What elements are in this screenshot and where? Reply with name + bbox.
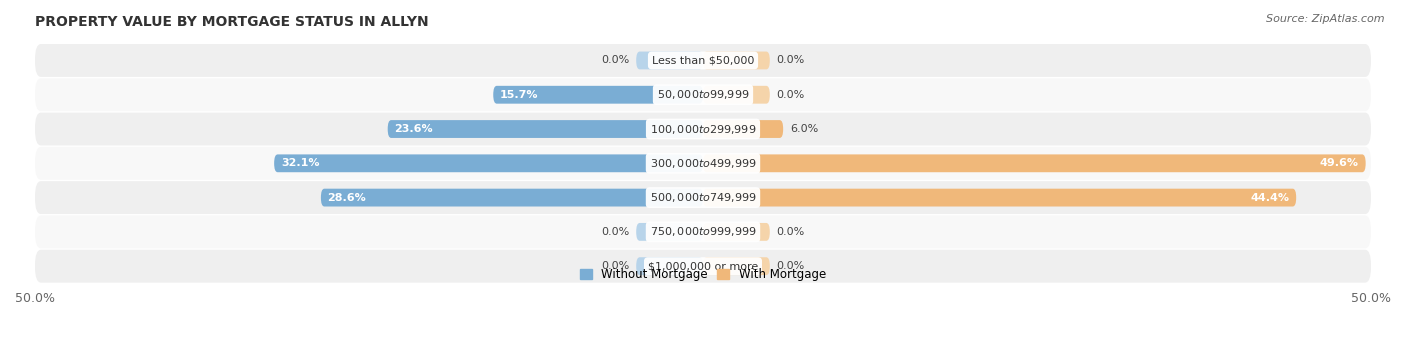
Text: PROPERTY VALUE BY MORTGAGE STATUS IN ALLYN: PROPERTY VALUE BY MORTGAGE STATUS IN ALL…: [35, 15, 429, 29]
Text: 0.0%: 0.0%: [776, 227, 804, 237]
FancyBboxPatch shape: [35, 216, 1371, 248]
FancyBboxPatch shape: [703, 154, 1365, 172]
Text: $500,000 to $749,999: $500,000 to $749,999: [650, 191, 756, 204]
Text: 32.1%: 32.1%: [281, 158, 319, 168]
Text: Source: ZipAtlas.com: Source: ZipAtlas.com: [1267, 14, 1385, 23]
Text: 0.0%: 0.0%: [602, 227, 630, 237]
Text: 0.0%: 0.0%: [602, 55, 630, 66]
Text: 28.6%: 28.6%: [328, 192, 367, 203]
FancyBboxPatch shape: [321, 189, 703, 206]
Text: 23.6%: 23.6%: [395, 124, 433, 134]
FancyBboxPatch shape: [703, 223, 770, 241]
Text: $100,000 to $299,999: $100,000 to $299,999: [650, 122, 756, 136]
FancyBboxPatch shape: [636, 52, 703, 69]
FancyBboxPatch shape: [703, 120, 783, 138]
FancyBboxPatch shape: [703, 52, 770, 69]
FancyBboxPatch shape: [35, 147, 1371, 180]
FancyBboxPatch shape: [35, 181, 1371, 214]
FancyBboxPatch shape: [703, 189, 1296, 206]
Text: 15.7%: 15.7%: [501, 90, 538, 100]
Text: 44.4%: 44.4%: [1250, 192, 1289, 203]
Text: $750,000 to $999,999: $750,000 to $999,999: [650, 225, 756, 238]
Legend: Without Mortgage, With Mortgage: Without Mortgage, With Mortgage: [575, 263, 831, 286]
Text: $300,000 to $499,999: $300,000 to $499,999: [650, 157, 756, 170]
FancyBboxPatch shape: [703, 257, 770, 275]
FancyBboxPatch shape: [35, 113, 1371, 146]
Text: 6.0%: 6.0%: [790, 124, 818, 134]
FancyBboxPatch shape: [494, 86, 703, 104]
Text: Less than $50,000: Less than $50,000: [652, 55, 754, 66]
FancyBboxPatch shape: [35, 44, 1371, 77]
FancyBboxPatch shape: [636, 257, 703, 275]
Text: 0.0%: 0.0%: [776, 90, 804, 100]
Text: 0.0%: 0.0%: [776, 261, 804, 271]
FancyBboxPatch shape: [703, 86, 770, 104]
Text: 0.0%: 0.0%: [776, 55, 804, 66]
FancyBboxPatch shape: [35, 78, 1371, 111]
Text: $50,000 to $99,999: $50,000 to $99,999: [657, 88, 749, 101]
Text: $1,000,000 or more: $1,000,000 or more: [648, 261, 758, 271]
FancyBboxPatch shape: [388, 120, 703, 138]
FancyBboxPatch shape: [274, 154, 703, 172]
FancyBboxPatch shape: [636, 223, 703, 241]
Text: 0.0%: 0.0%: [602, 261, 630, 271]
FancyBboxPatch shape: [35, 250, 1371, 283]
Text: 49.6%: 49.6%: [1320, 158, 1360, 168]
